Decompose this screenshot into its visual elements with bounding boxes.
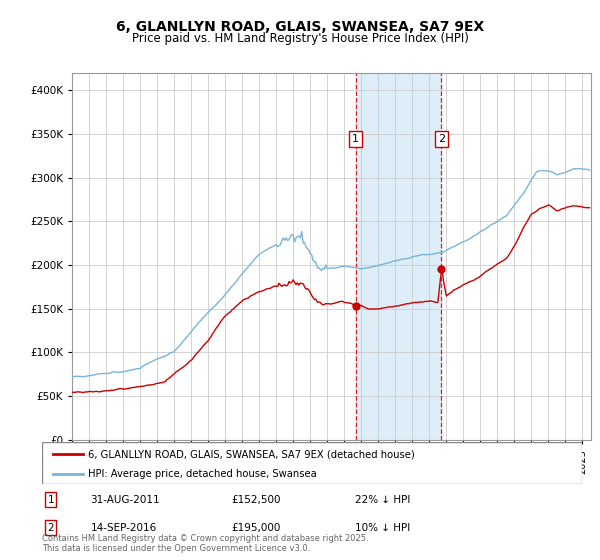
Text: £195,000: £195,000 [231, 522, 280, 533]
Text: 2: 2 [438, 134, 445, 144]
Text: 1: 1 [47, 494, 54, 505]
Text: Price paid vs. HM Land Registry's House Price Index (HPI): Price paid vs. HM Land Registry's House … [131, 32, 469, 45]
Text: 31-AUG-2011: 31-AUG-2011 [91, 494, 160, 505]
Text: 6, GLANLLYN ROAD, GLAIS, SWANSEA, SA7 9EX (detached house): 6, GLANLLYN ROAD, GLAIS, SWANSEA, SA7 9E… [88, 449, 415, 459]
Text: 2: 2 [47, 522, 54, 533]
Bar [356, 73, 442, 440]
Text: 6, GLANLLYN ROAD, GLAIS, SWANSEA, SA7 9EX: 6, GLANLLYN ROAD, GLAIS, SWANSEA, SA7 9E… [116, 20, 484, 34]
Text: 14-SEP-2016: 14-SEP-2016 [91, 522, 157, 533]
Text: £152,500: £152,500 [231, 494, 281, 505]
Text: Contains HM Land Registry data © Crown copyright and database right 2025.
This d: Contains HM Land Registry data © Crown c… [42, 534, 368, 553]
Text: 10% ↓ HPI: 10% ↓ HPI [355, 522, 410, 533]
Text: HPI: Average price, detached house, Swansea: HPI: Average price, detached house, Swan… [88, 469, 317, 479]
Text: 22% ↓ HPI: 22% ↓ HPI [355, 494, 410, 505]
Text: 1: 1 [352, 134, 359, 144]
